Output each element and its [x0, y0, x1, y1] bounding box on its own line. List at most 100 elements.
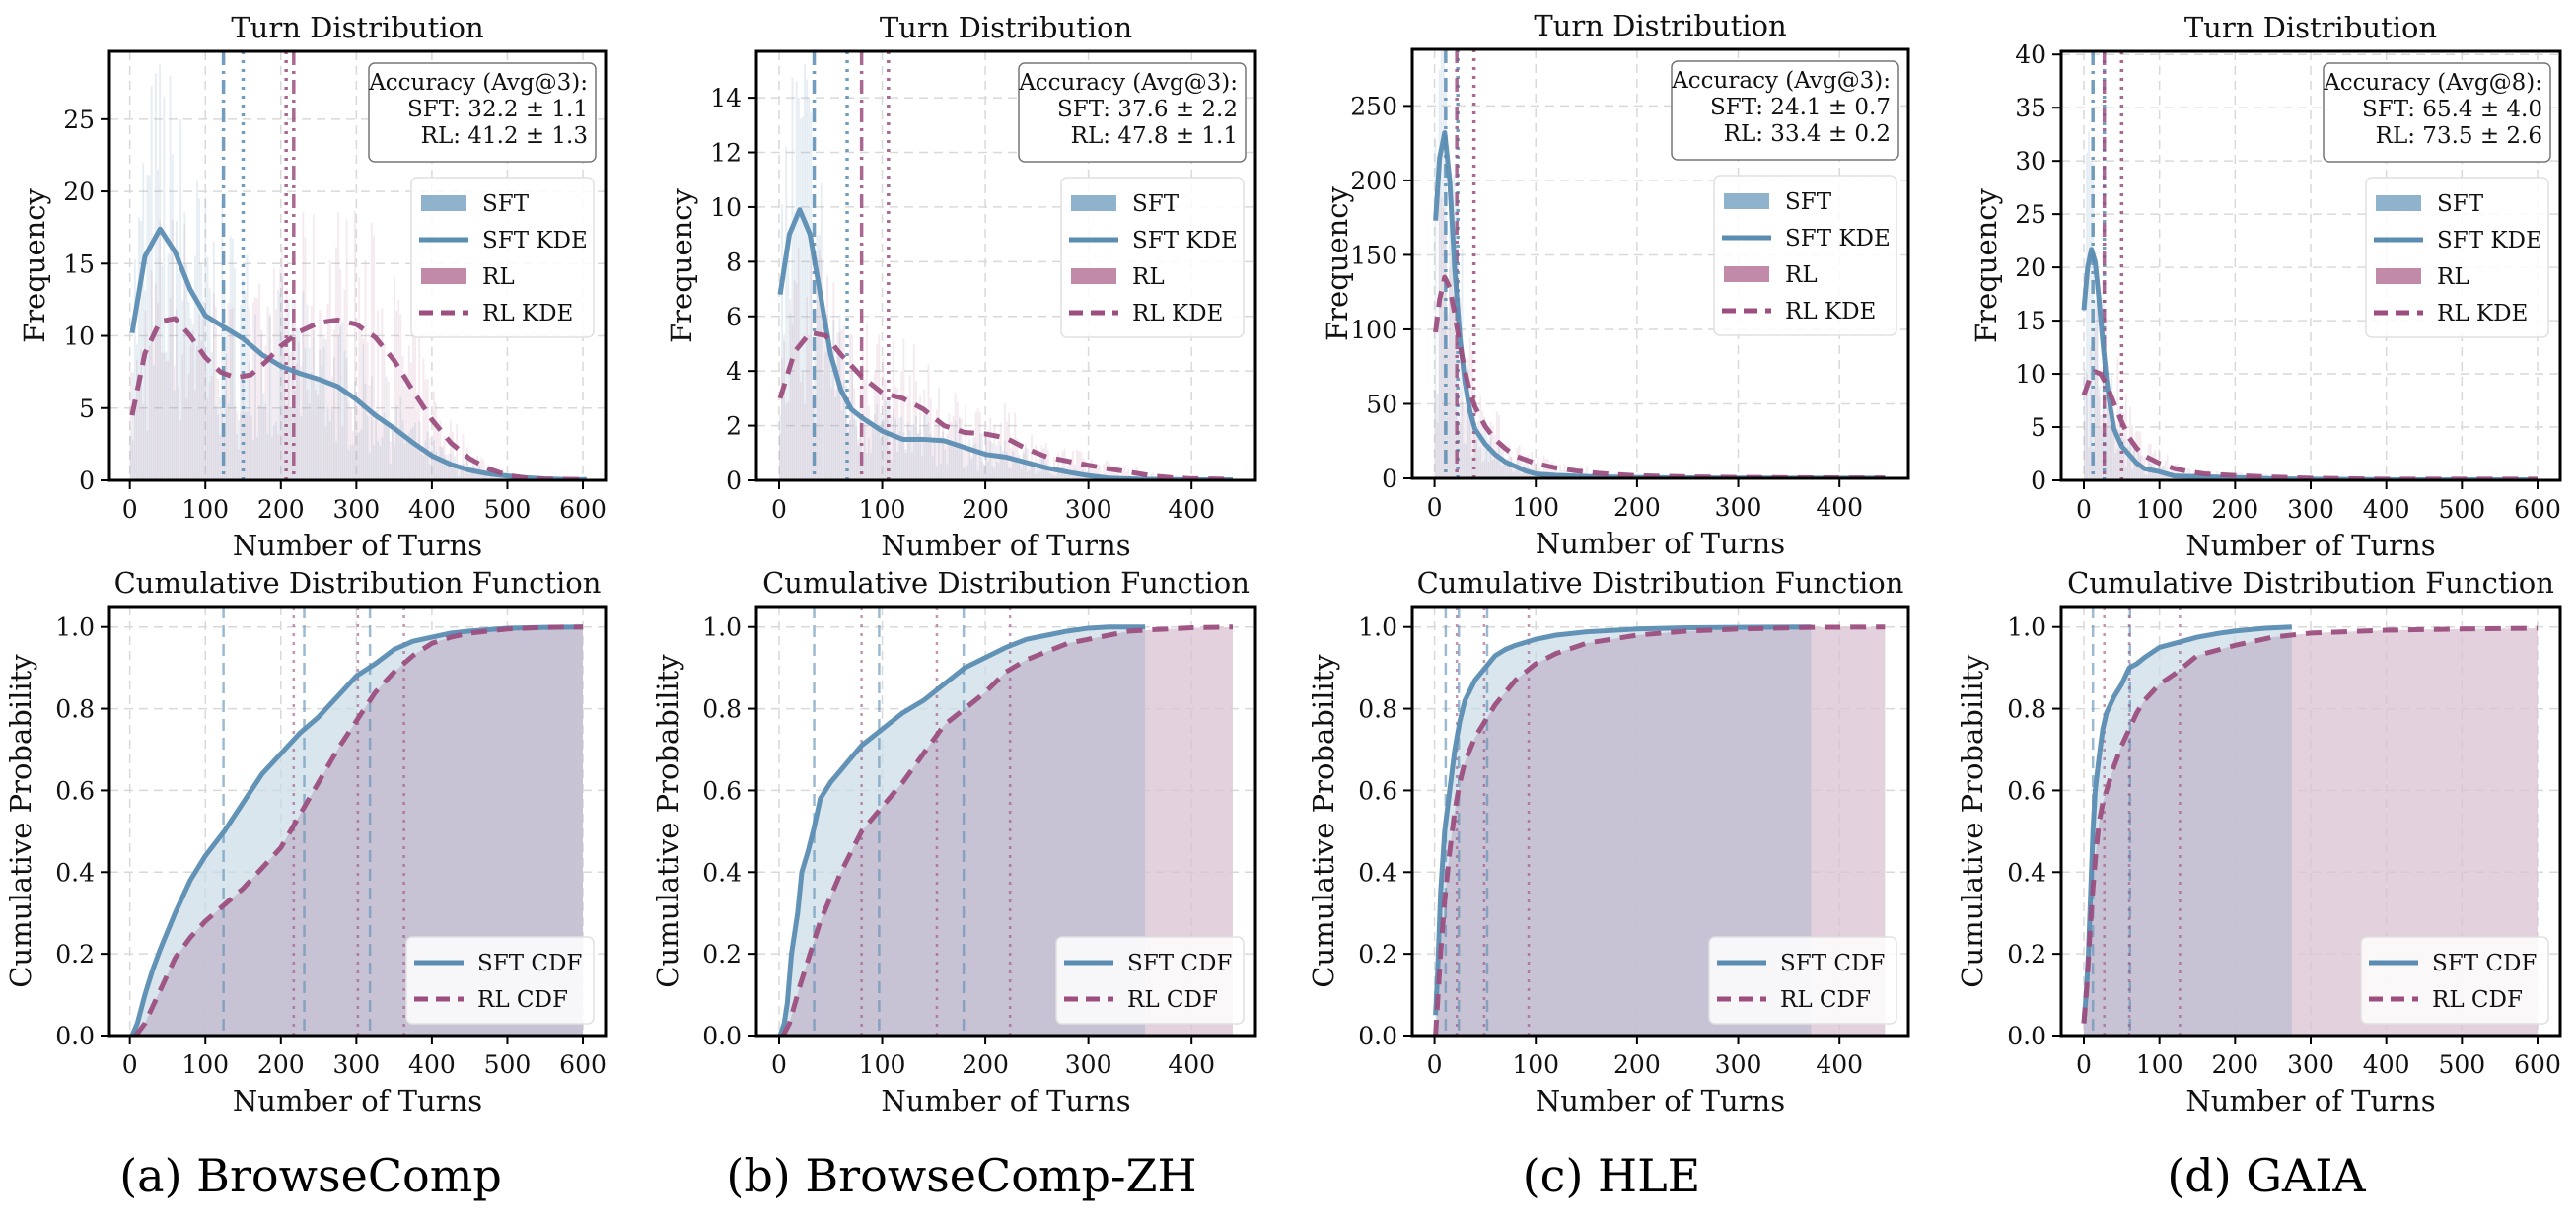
sft-hist-bar — [354, 381, 356, 480]
rl-hist-bar — [343, 289, 346, 480]
rl-hist-bar — [1506, 459, 1509, 478]
sft-hist-bar — [1010, 467, 1013, 480]
x-tick-label: 100 — [2136, 495, 2183, 524]
rl-hist-bar — [467, 469, 470, 480]
sft-hist-bar — [236, 434, 238, 480]
rl-hist-swatch — [2376, 268, 2421, 284]
annotation-box — [2323, 62, 2551, 163]
rl-hist-bar — [370, 223, 373, 480]
sft-hist-bar — [921, 441, 924, 480]
rl-hist-bar — [236, 411, 238, 480]
rl-hist-bar — [1038, 471, 1041, 480]
legend: SFT CDF RL CDF — [2360, 936, 2549, 1025]
rl-hist-bar — [362, 338, 365, 480]
rl-hist-bar — [196, 346, 198, 480]
sft-hist-bar — [2094, 300, 2097, 480]
rl-hist-bar — [212, 293, 215, 480]
rl-hist-bar — [131, 440, 134, 480]
rl-hist-bar — [233, 406, 236, 480]
sft-hist-bar — [2166, 475, 2169, 480]
x-tick-label: 600 — [559, 495, 607, 524]
rl-hist-bar — [465, 447, 468, 480]
sft-hist-bar — [476, 472, 479, 480]
sft-hist-bar — [409, 428, 412, 480]
sft-hist-bar — [938, 421, 940, 480]
y-tick-label: 40 — [2015, 40, 2046, 69]
sft-hist-bar — [231, 238, 234, 480]
sft-hist-bar — [890, 459, 893, 480]
x-tick-label: 200 — [962, 495, 1009, 524]
sft-hist-bar — [339, 325, 342, 480]
sft-hist-bar — [861, 453, 864, 480]
rl-hist-bar — [497, 476, 500, 480]
sft-hist-bar — [277, 289, 280, 480]
sft-hist-bar — [1508, 465, 1511, 478]
rl-hist-bar — [822, 314, 824, 480]
y-tick-label: 10 — [710, 193, 742, 222]
sft-hist-bar — [972, 437, 975, 480]
y-tick-label: 1.0 — [702, 613, 742, 642]
sft-hist-bar — [1076, 474, 1078, 480]
sft-hist-bar — [189, 318, 192, 480]
sft-hist-bar — [997, 462, 1000, 480]
y-tick-label: 0.2 — [55, 940, 95, 969]
rl-hist-bar — [345, 219, 348, 480]
sft-hist-bar — [842, 380, 845, 480]
rl-hist-bar — [304, 237, 307, 480]
rl-hist-bar — [863, 379, 866, 480]
reference-lines — [2091, 51, 2124, 480]
rl-hist-bar — [435, 402, 438, 480]
sft-hist-bar — [931, 456, 934, 480]
rl-hist-bar — [430, 452, 433, 480]
rl-hist-bar — [1461, 401, 1464, 478]
rl-hist-swatch — [1724, 266, 1769, 282]
sft-hist-bar — [491, 475, 493, 480]
x-tick-label: 300 — [1715, 493, 1762, 522]
rl-hist-bar — [264, 345, 267, 480]
rl-hist-bar — [354, 211, 356, 480]
sft-hist-bar — [152, 365, 155, 480]
rl-hist-bar — [795, 283, 798, 480]
sft-hist-bar — [414, 422, 417, 480]
sft-hist-bar — [898, 417, 901, 480]
rl-hist-bar — [281, 247, 284, 480]
rl-hist-bar — [956, 401, 959, 480]
x-tick-label: 200 — [1613, 493, 1661, 522]
legend: SFT SFT KDE RL RL KDE — [2365, 177, 2549, 338]
y-tick-label: 0.4 — [55, 858, 95, 887]
rl-hist-bar — [2139, 432, 2142, 480]
rl-hist-bar — [1061, 451, 1064, 480]
ticks: 0 100 200 300 400 0.0 0.2 0.4 0.6 0.8 1.0 — [1358, 613, 1863, 1079]
sft-hist-bar — [422, 455, 425, 480]
sft-hist-bar — [1451, 181, 1454, 478]
rl-hist-bar — [779, 434, 781, 480]
rl-hist-bar — [974, 412, 977, 480]
legend-box — [2360, 936, 2549, 1025]
sft-hist-bar — [187, 302, 190, 480]
sft-hist-bar — [2098, 386, 2101, 480]
rl-hist-bar — [476, 456, 479, 480]
accuracy-annotation: Accuracy (Avg@3):SFT: 32.2 ± 1.1RL: 41.2… — [368, 62, 597, 163]
rl-hist-bar — [495, 473, 498, 480]
x-tick-label: 400 — [1168, 1050, 1215, 1079]
sft-hist-bar — [1436, 394, 1439, 478]
x-tick-label: 600 — [2514, 1050, 2561, 1079]
rl-hist-bar — [1097, 465, 1099, 480]
histogram-bars — [129, 64, 587, 480]
rl-hist-bar — [902, 338, 905, 480]
sft-hist-bar — [919, 429, 922, 480]
sft-hist-bar — [2112, 432, 2115, 480]
rl-hist-bar — [138, 375, 140, 480]
rl-hist-bar — [915, 381, 917, 480]
sft-hist-bar — [394, 446, 395, 480]
y-tick-label: 150 — [1350, 241, 1397, 269]
rl-hist-bar — [944, 440, 947, 480]
rl-hist-bar — [399, 314, 402, 480]
sft-hist-bar — [1475, 439, 1477, 478]
chart-title: Cumulative Distribution Function — [762, 566, 1250, 600]
sft-hist-bar — [262, 393, 265, 480]
sft-hist-bar — [138, 217, 140, 480]
legend-label: RL — [2437, 264, 2469, 290]
sft-hist-bar — [987, 462, 990, 480]
rl-hist-bar — [900, 371, 903, 480]
